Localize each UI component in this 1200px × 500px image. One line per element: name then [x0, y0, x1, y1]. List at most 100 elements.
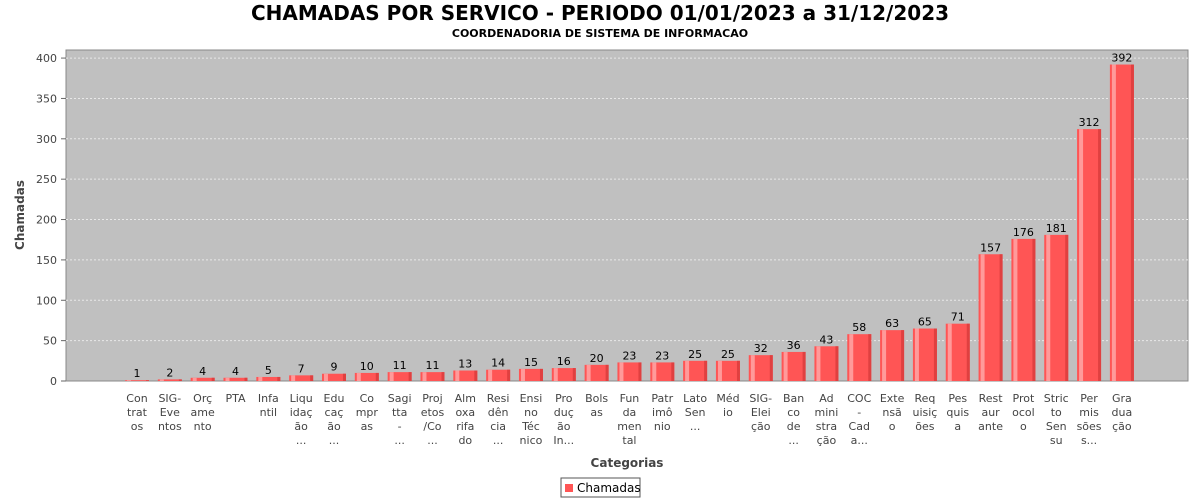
- x-tick-label-line: ntil: [260, 406, 277, 419]
- x-tick-label-line: ante: [978, 420, 1003, 433]
- data-label: 15: [524, 356, 538, 369]
- x-tick-label-line: ...: [690, 420, 701, 433]
- data-label: 4: [199, 365, 206, 378]
- data-label: 43: [819, 333, 833, 346]
- x-tick-label-line: ...: [296, 434, 307, 447]
- bar-highlight: [553, 368, 558, 381]
- data-label: 11: [425, 359, 439, 372]
- bar: [256, 376, 281, 381]
- bar: [289, 375, 314, 381]
- x-tick-label-line: ...: [427, 434, 438, 447]
- bar-highlight: [422, 372, 427, 381]
- x-tick-label-line: rifa: [456, 420, 474, 433]
- y-tick-label: 200: [36, 214, 57, 227]
- x-tick-label-line: Patr: [651, 392, 673, 405]
- x-tick-label: Resi dên cia...: [487, 392, 510, 447]
- x-tick-label-line: ...: [394, 434, 405, 447]
- x-tick-label-line: as: [590, 406, 603, 419]
- y-tick-label: 350: [36, 92, 57, 105]
- bar-shade: [704, 360, 708, 381]
- x-tick-label-line: Téc: [521, 420, 540, 433]
- bar: [486, 369, 511, 381]
- x-tick-label-line: Fun: [620, 392, 640, 405]
- x-tick-label-line: nico: [520, 434, 543, 447]
- bar-shade: [671, 362, 675, 381]
- x-tick-label: Pro duç ão In...: [553, 392, 574, 447]
- bar-highlight: [717, 360, 722, 381]
- x-tick-label: Per mis sões s...: [1077, 392, 1102, 447]
- bar-shade: [1130, 64, 1134, 381]
- x-tick-label-line: /Co: [423, 420, 441, 433]
- gridlines: [66, 57, 1188, 342]
- x-tick-label-line: Pes: [948, 392, 967, 405]
- data-label: 32: [754, 342, 768, 355]
- data-label: 13: [458, 358, 472, 371]
- x-tick-label: Exte nsã o: [880, 392, 905, 433]
- x-tick-label-line: Ad: [819, 392, 833, 405]
- data-label: 5: [265, 364, 272, 377]
- x-tick-label-line: SIG-: [158, 392, 181, 405]
- data-label: 157: [980, 241, 1001, 254]
- x-tick-label: Proj etos/Co...: [421, 392, 445, 447]
- x-tick-label-line: to: [1051, 406, 1062, 419]
- x-tick-label-line: -: [857, 406, 861, 419]
- x-tick-label-line: Ensi: [520, 392, 543, 405]
- x-tick-label: Patr imô nio: [651, 392, 673, 433]
- x-tick-label-line: co: [787, 406, 800, 419]
- bar-highlight: [783, 351, 788, 381]
- bar-shade: [572, 368, 576, 381]
- x-tick-label-line: ame: [191, 406, 215, 419]
- bar-highlight: [586, 364, 591, 381]
- legend-box: [560, 477, 641, 498]
- x-tick-label-line: ção: [751, 420, 771, 433]
- x-tick-label-line: io: [723, 406, 733, 419]
- x-tick-label-line: Edu: [324, 392, 345, 405]
- data-label: 58: [852, 321, 866, 334]
- x-tick-label-line: cia: [490, 420, 506, 433]
- x-tick-label: Rest aur ante: [978, 392, 1003, 433]
- x-tick-label-line: Alm: [455, 392, 476, 405]
- x-tick-label-line: o: [1020, 420, 1027, 433]
- x-tick-label: Co mpr as: [356, 392, 379, 433]
- x-tick-label-line: PTA: [225, 392, 245, 405]
- x-tick-label-line: ...: [788, 434, 799, 447]
- x-tick-label: COC -Cad a...: [847, 392, 871, 447]
- bar-highlight: [389, 372, 394, 381]
- bars: [125, 64, 1134, 381]
- x-tick-label: PTA: [225, 392, 245, 405]
- x-tick-label-line: tta: [392, 406, 407, 419]
- bar: [321, 373, 346, 381]
- bar-highlight: [520, 368, 525, 381]
- data-label: 71: [951, 311, 965, 324]
- data-label: 7: [298, 362, 305, 375]
- x-tick-label: Ad mini stra ção: [815, 392, 839, 447]
- chart-subtitle: COORDENADORIA DE SISTEMA DE INFORMACAO: [452, 27, 748, 40]
- bar-highlight: [849, 334, 854, 381]
- bar-highlight: [291, 375, 296, 381]
- x-tick-label-line: Bols: [585, 392, 608, 405]
- bar-highlight: [816, 346, 821, 381]
- y-tick-label: 50: [43, 335, 57, 348]
- x-tick-label-line: Per: [1080, 392, 1098, 405]
- x-tick-label-line: nsã: [882, 406, 901, 419]
- x-tick-label-line: idaç: [290, 406, 313, 419]
- x-tick-label-line: Stric: [1044, 392, 1069, 405]
- x-tick-label-line: ão: [294, 420, 308, 433]
- x-tick-label-line: oxa: [455, 406, 475, 419]
- bar-highlight: [947, 323, 952, 381]
- x-tick-label-line: Co: [360, 392, 375, 405]
- x-tick-label-line: mini: [815, 406, 839, 419]
- data-label: 25: [688, 348, 702, 361]
- x-tick-label: Edu caç ão...: [324, 392, 345, 447]
- x-tick-label-line: men: [617, 420, 641, 433]
- chart-title: CHAMADAS POR SERVICO - PERIODO 01/01/202…: [251, 1, 949, 25]
- bar-highlight: [258, 376, 263, 381]
- bar-shade: [178, 379, 182, 381]
- x-tick-label-line: Cad: [849, 420, 870, 433]
- x-tick-label-line: s...: [1081, 434, 1097, 447]
- x-tick-label-line: dua: [1112, 406, 1133, 419]
- x-tick-label: Alm oxa rifa do: [455, 392, 476, 447]
- bar: [223, 377, 248, 381]
- x-tick-label-line: as: [361, 420, 374, 433]
- x-tick-label-line: stra: [816, 420, 837, 433]
